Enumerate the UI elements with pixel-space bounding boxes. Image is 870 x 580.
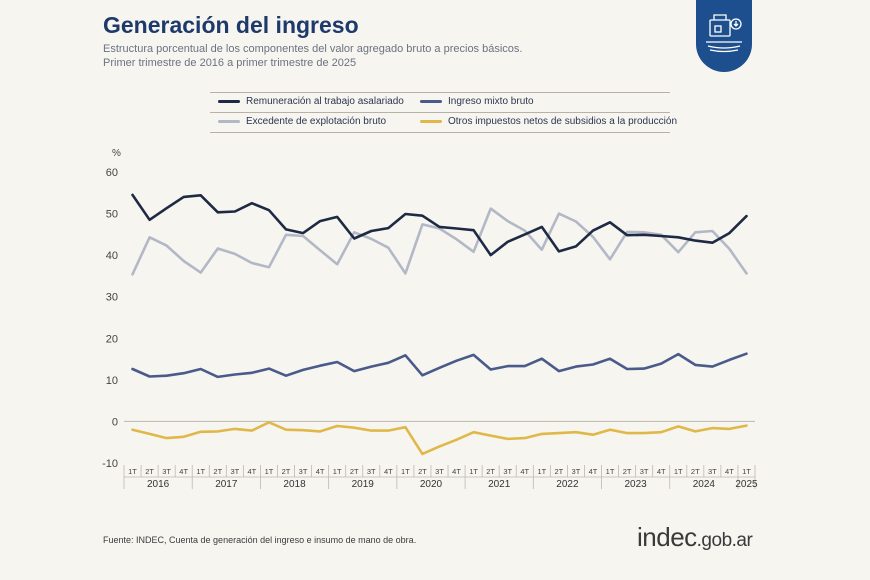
x-tick-label: 1T [128,467,137,476]
institution-badge [696,0,752,72]
indec-logo: indec.gob.ar [637,522,753,553]
series-line-0 [131,193,748,257]
x-year-label: 2022 [556,479,579,490]
subtitle-line-2: Primer trimestre de 2016 a primer trimes… [103,57,357,69]
y-tick-label: 30 [106,292,118,304]
y-tick-label: 0 [112,416,118,428]
x-tick-label: 2T [350,467,359,476]
x-tick-label: 4T [384,467,393,476]
logo-suffix: .gob.ar [696,530,753,551]
subtitle-line-1: Estructura porcentual de los componentes… [103,43,523,55]
legend-label: Excedente de explotación bruto [246,116,387,127]
x-tick-label: 1T [674,467,683,476]
y-tick-label: -10 [102,458,118,470]
x-year-label: 2019 [352,479,375,490]
legend-item-ingreso-mixto: Ingreso mixto bruto [420,96,534,107]
institution-icon [706,14,742,53]
x-tick-label: 2T [213,467,222,476]
x-tick-label: 4T [179,467,188,476]
series-line-1 [131,352,748,379]
x-tick-label: 4T [520,467,529,476]
x-tick-label: 1T [401,467,410,476]
x-tick-label: 3T [503,467,512,476]
x-year-label: 2024 [693,479,716,490]
x-tick-label: 1T [196,467,205,476]
x-tick-label: 1T [333,467,342,476]
legend-swatch [420,100,442,103]
legend-label: Remuneración al trabajo asalariado [246,96,404,107]
legend-swatch [420,120,442,123]
legend-item-otros-impuestos: Otros impuestos netos de subsidios a la … [420,116,677,127]
y-tick-label: 60 [106,167,118,179]
x-tick-label: 1T [742,467,751,476]
legend-label: Otros impuestos netos de subsidios a la … [448,116,678,127]
y-tick-label: 20 [106,333,118,345]
y-tick-label: 10 [106,375,118,387]
x-year-label: 2021 [488,479,511,490]
legend-label: Ingreso mixto bruto [448,96,534,107]
x-tick-label: 2T [691,467,700,476]
y-axis-unit: % [112,148,121,159]
x-tick-label: 4T [248,467,257,476]
x-tick-label: 2T [418,467,427,476]
y-tick-label: 50 [106,209,118,221]
x-tick-label: 3T [435,467,444,476]
series-line-2 [131,207,748,276]
x-tick-label: 3T [640,467,649,476]
page-subtitle: Estructura porcentual de los componentes… [103,42,623,70]
x-tick-label: 4T [316,467,325,476]
x-tick-label: 1T [537,467,546,476]
x-tick-label: 1T [469,467,478,476]
x-tick-label: 1T [265,467,274,476]
x-year-label: 2023 [624,479,647,490]
legend-swatch [218,100,240,103]
x-tick-label: 4T [589,467,598,476]
x-tick-label: 3T [230,467,239,476]
source-note: Fuente: INDEC, Cuenta de generación del … [103,535,417,545]
legend-item-excedente: Excedente de explotación bruto [218,116,386,127]
legend-item-remuneracion: Remuneración al trabajo asalariado [218,96,404,107]
x-tick-label: 2T [282,467,291,476]
x-tick-label: 4T [452,467,461,476]
x-tick-label: 3T [708,467,717,476]
x-tick-label: 1T [606,467,615,476]
x-tick-label: 4T [657,467,666,476]
legend-rule-top [210,92,670,93]
x-year-label: 2017 [215,479,238,490]
legend-swatch [218,120,240,123]
x-tick-label: 3T [299,467,308,476]
x-tick-label: 3T [162,467,171,476]
x-tick-label: 2T [145,467,154,476]
legend-rule-middle [210,112,670,113]
x-tick-label: 2T [486,467,495,476]
legend-rule-bottom [210,132,670,133]
x-tick-label: 4T [725,467,734,476]
x-year-label: 2016 [147,479,170,490]
page-title: Generación del ingreso [103,12,359,38]
x-year-label: 2018 [283,479,306,490]
x-tick-label: 3T [572,467,581,476]
series-line-3 [131,421,748,456]
x-year-label: 2020 [420,479,443,490]
x-tick-label: 2T [623,467,632,476]
y-tick-label: 40 [106,250,118,262]
x-tick-label: 3T [367,467,376,476]
logo-main: indec [637,522,697,552]
x-year-label: 2025 [735,479,758,490]
chart-legend: Remuneración al trabajo asalariado Ingre… [210,92,677,133]
x-tick-label: 2T [554,467,563,476]
